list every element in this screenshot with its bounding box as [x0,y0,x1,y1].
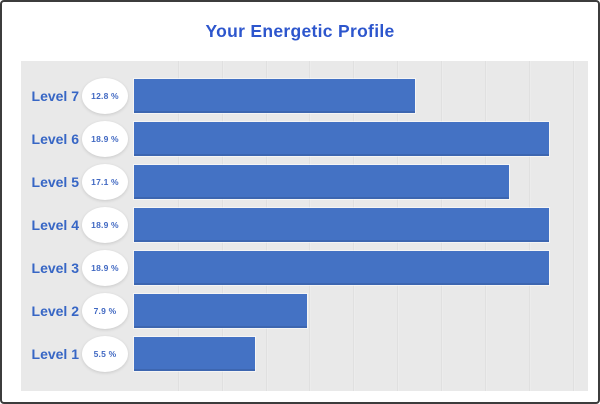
percentage-badge: 5.5 % [82,335,128,372]
chart-row: Level 3 18.9 % [21,246,588,289]
percentage-badge: 18.9 % [82,249,128,286]
percentage-value: 18.9 % [91,262,119,273]
bar-track [134,250,588,285]
row-label: Level 6 [31,130,79,147]
chart-title: Your Energetic Profile [205,21,395,41]
chart-row: Level 5 17.1 % [21,160,588,203]
row-label: Level 7 [31,87,79,104]
bar-chart: Level 7 12.8 % Level 6 18.9 % Level 5 17… [21,61,588,391]
bar-track [134,121,588,156]
percentage-value: 18.9 % [91,219,119,230]
chart-row: Level 7 12.8 % [21,74,588,117]
chart-row: Level 2 7.9 % [21,289,588,332]
chart-row: Level 4 18.9 % [21,203,588,246]
bar-track [134,293,588,328]
chart-row: Level 6 18.9 % [21,117,588,160]
chart-rows: Level 7 12.8 % Level 6 18.9 % Level 5 17… [21,61,588,391]
chart-row: Level 1 5.5 % [21,332,588,375]
percentage-value: 5.5 % [93,348,117,359]
row-label: Level 1 [31,345,79,362]
bar [134,336,255,371]
bar [134,78,415,113]
percentage-badge: 12.8 % [82,77,128,114]
bar-track [134,78,588,113]
bar [134,207,549,242]
bar [134,164,510,199]
bar-track [134,164,588,199]
percentage-badge: 17.1 % [82,163,128,200]
row-label: Level 3 [31,259,79,276]
row-label: Level 5 [31,173,79,190]
percentage-value: 7.9 % [93,305,117,316]
percentage-value: 12.8 % [91,90,119,101]
bar [134,250,549,285]
bar [134,293,308,328]
row-label: Level 4 [31,216,79,233]
percentage-badge: 18.9 % [82,120,128,157]
bar [134,121,549,156]
percentage-badge: 7.9 % [82,292,128,329]
percentage-value: 18.9 % [91,133,119,144]
gridline [572,61,575,391]
row-label: Level 2 [31,302,79,319]
bar-track [134,207,588,242]
bar-track [134,336,588,371]
percentage-badge: 18.9 % [82,206,128,243]
percentage-value: 17.1 % [91,176,119,187]
